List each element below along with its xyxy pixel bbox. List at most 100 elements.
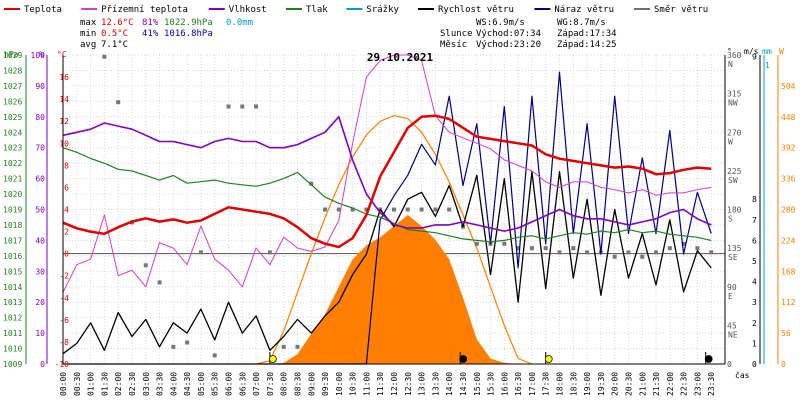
wind-dir-point	[240, 104, 245, 109]
hpa-tick-label: 1013	[3, 298, 22, 307]
dir-tick-deg: 315	[727, 90, 742, 99]
time-tick-label: 20:00	[611, 372, 620, 396]
wm2-tick-label: 392	[781, 144, 796, 153]
ms-tick-label: 1	[752, 339, 757, 348]
wm2-tick-label: 280	[781, 206, 796, 215]
wind-dir-point	[254, 104, 259, 109]
legend-label: Tlak	[306, 5, 328, 15]
wind-dir-point	[212, 353, 217, 358]
dir-tick-deg: 180	[727, 206, 742, 215]
hpa-tick-label: 1011	[3, 329, 22, 338]
hpa-tick-label: 1016	[3, 252, 22, 261]
wind-dir-point	[585, 250, 590, 255]
degc-tick-label: 12	[59, 117, 69, 126]
time-tick-label: 16:30	[514, 372, 523, 396]
time-tick-label: 06:30	[238, 372, 247, 396]
stat-wg: WG:8.7m/s	[557, 18, 606, 28]
wind-dir-point	[640, 254, 645, 259]
wind-dir-point	[267, 250, 272, 255]
wm2-tick-label: 0	[781, 360, 786, 369]
wind-dir-point	[350, 207, 355, 212]
wind-dir-point	[419, 207, 424, 212]
pct-tick-label: 40	[35, 236, 45, 245]
time-tick-label: 02:30	[128, 372, 137, 396]
wind-dir-point	[185, 340, 190, 345]
degc-tick-label: 10	[59, 139, 69, 148]
solar-radiation-area	[63, 215, 712, 364]
solar-series	[63, 115, 712, 365]
wind-dir-point	[502, 241, 507, 246]
dir-tick-compass: N	[728, 60, 733, 69]
hpa-tick-label: 1014	[3, 283, 22, 292]
time-tick-label: 01:00	[87, 372, 96, 396]
dir-tick-deg: 225	[727, 167, 742, 176]
wm2-tick-label: 56	[781, 329, 791, 338]
time-tick-label: 01:30	[100, 372, 109, 396]
chart-title: 29.10.2021	[367, 51, 434, 64]
ms-axis-label: m/s	[744, 47, 759, 56]
dir-tick-compass: SW	[728, 176, 738, 185]
wind-dir-point	[557, 250, 562, 255]
degc-tick-label: 8	[64, 161, 69, 170]
time-axis-label: čas	[735, 370, 750, 380]
ms-tick-label: 4	[752, 278, 757, 287]
wind-dir-point	[364, 207, 369, 212]
dir-tick-deg: 135	[727, 244, 742, 253]
wind-dir-point	[433, 207, 438, 212]
hpa-tick-label: 1017	[3, 236, 22, 245]
dir-tick-compass: NW	[728, 99, 738, 108]
solar-max-line	[255, 115, 533, 365]
marker-sunset	[544, 355, 553, 363]
wind-dir-point	[447, 207, 452, 212]
wind-dir-point	[323, 207, 328, 212]
hpa-tick-label: 1009	[3, 360, 22, 369]
wind-dir-point	[226, 104, 231, 109]
legend-label: Směr větru	[654, 5, 708, 15]
temperature-line	[62, 114, 712, 249]
stat-max-temp: 12.6°C	[101, 18, 134, 28]
wind-dir-point	[309, 181, 314, 186]
pct-axis-label: %	[39, 50, 44, 59]
stat-sun-set: Západ:17:34	[557, 29, 617, 39]
time-tick-label: 15:00	[473, 372, 482, 396]
hpa-tick-label: 1028	[3, 66, 22, 75]
humidity-line	[62, 116, 712, 232]
wm2-tick-label: 112	[781, 298, 796, 307]
wind-dir-point	[667, 246, 672, 251]
dir-tick-compass: W	[728, 137, 733, 146]
time-tick-label: 03:00	[142, 372, 151, 396]
marker-moonrise	[704, 355, 713, 363]
dir-tick-compass: E	[728, 292, 733, 301]
wind-dir-point	[116, 100, 121, 105]
legend-label: Teplota	[24, 5, 62, 15]
pct-tick-label: 50	[35, 206, 45, 215]
dir-tick-compass: NE	[728, 330, 738, 339]
pct-tick-label: 20	[35, 298, 45, 307]
ms-tick-label: 0	[752, 360, 757, 369]
hpa-tick-label: 1023	[3, 144, 22, 153]
wm2-tick-label: 224	[781, 236, 796, 245]
wm2-tick-label: 336	[781, 175, 796, 184]
time-tick-label: 20:30	[624, 372, 633, 396]
ms-tick-label: 5	[752, 257, 757, 266]
time-tick-label: 03:30	[156, 372, 165, 396]
stat-min-press: 1016.8hPa	[164, 29, 213, 39]
time-tick-label: 23:30	[707, 372, 716, 396]
dir-tick-deg: 360	[727, 51, 742, 60]
time-tick-label: 12:00	[390, 372, 399, 396]
wind-dir-point	[405, 207, 410, 212]
degc-tick-label: -2	[59, 272, 69, 281]
time-tick-label: 18:00	[556, 372, 565, 396]
stat-max-hum: 81%	[142, 18, 159, 28]
time-tick-label: 16:00	[500, 372, 509, 396]
hpa-tick-label: 1026	[3, 97, 22, 106]
degc-axis-label: °C	[57, 50, 67, 59]
legend-label: Vlhkost	[229, 5, 267, 15]
time-tick-label: 00:00	[59, 372, 68, 396]
stat-avg-temp: 7.1°C	[101, 40, 128, 50]
degc-tick-label: 0	[64, 250, 69, 259]
dir-tick-deg: 0	[727, 360, 732, 369]
time-tick-label: 21:30	[652, 372, 661, 396]
hpa-tick-label: 1010	[3, 345, 22, 354]
